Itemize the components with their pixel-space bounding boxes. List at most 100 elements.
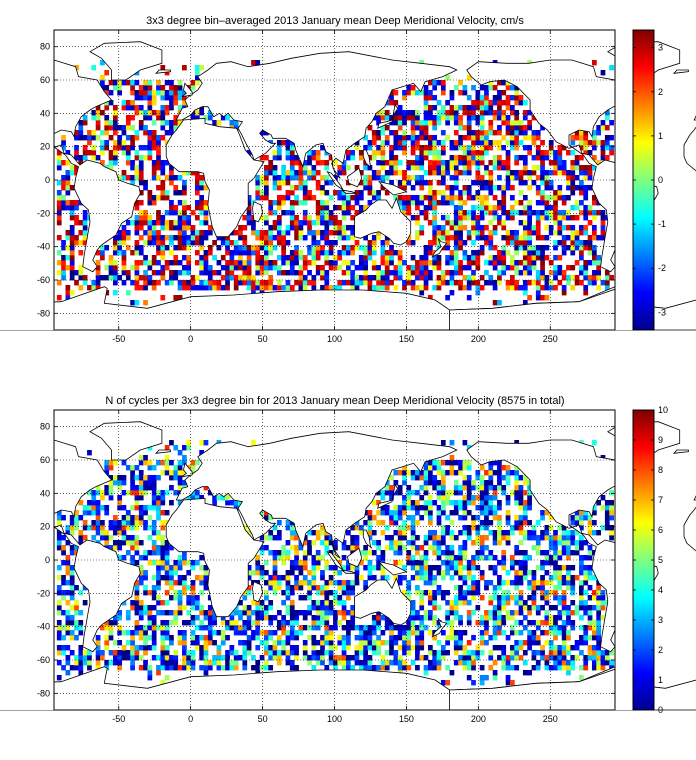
- data-bin: [354, 535, 360, 541]
- data-bin: [281, 620, 286, 626]
- data-bin: [440, 575, 446, 581]
- data-bin: [488, 650, 494, 656]
- data-bin: [497, 140, 502, 146]
- data-bin: [432, 255, 438, 261]
- data-bin: [501, 205, 507, 211]
- data-bin: [298, 625, 304, 631]
- data-bin: [121, 505, 127, 511]
- data-bin: [497, 480, 502, 486]
- data-bin: [553, 285, 558, 291]
- data-bin: [246, 625, 252, 631]
- data-bin: [466, 485, 472, 491]
- data-bin: [160, 110, 166, 116]
- data-bin: [497, 95, 502, 101]
- data-bin: [363, 205, 368, 211]
- data-bin: [225, 260, 230, 266]
- data-bin: [138, 475, 144, 481]
- data-bin: [497, 600, 502, 606]
- data-bin: [440, 225, 446, 231]
- data-bin: [428, 535, 433, 541]
- data-bin: [389, 170, 394, 176]
- data-bin: [462, 580, 468, 586]
- data-bin: [466, 125, 472, 131]
- data-bin: [415, 550, 420, 556]
- data-bin: [169, 125, 174, 131]
- data-bin: [566, 545, 571, 551]
- data-bin: [384, 665, 390, 671]
- data-bin: [121, 150, 127, 156]
- data-bin: [436, 660, 442, 666]
- data-bin: [544, 510, 550, 516]
- data-bin: [436, 585, 442, 591]
- data-bin: [229, 270, 235, 276]
- data-bin: [302, 215, 308, 221]
- data-bin: [397, 120, 403, 126]
- data-bin: [130, 635, 135, 641]
- data-bin: [117, 540, 123, 546]
- data-bin: [531, 170, 537, 176]
- data-bin: [376, 620, 381, 626]
- data-bin: [65, 150, 71, 156]
- data-bin: [125, 115, 131, 121]
- data-bin: [138, 220, 144, 226]
- data-bin: [337, 585, 343, 591]
- data-bin: [501, 200, 507, 206]
- data-bin: [112, 460, 118, 466]
- data-bin: [531, 665, 537, 671]
- data-bin: [358, 635, 364, 641]
- data-bin: [143, 90, 148, 96]
- data-bin: [488, 475, 494, 481]
- data-bin: [436, 165, 442, 171]
- data-bin: [320, 185, 325, 191]
- data-bin: [527, 580, 532, 586]
- data-bin: [121, 480, 127, 486]
- data-bin: [143, 625, 148, 631]
- data-bin: [65, 200, 71, 206]
- data-bin: [535, 625, 541, 631]
- data-bin: [527, 240, 532, 246]
- data-bin: [143, 180, 148, 186]
- data-bin: [272, 575, 278, 581]
- data-bin: [125, 80, 131, 86]
- data-bin: [397, 125, 403, 131]
- land-mass: [377, 104, 399, 130]
- data-bin: [147, 460, 153, 466]
- data-bin: [117, 500, 123, 506]
- data-bin: [311, 170, 317, 176]
- data-bin: [320, 270, 325, 276]
- data-bin: [367, 635, 373, 641]
- data-bin: [164, 665, 170, 671]
- data-bin: [553, 565, 558, 571]
- data-bin: [320, 590, 325, 596]
- data-bin: [415, 650, 420, 656]
- data-bin: [238, 235, 243, 241]
- data-bin: [574, 175, 580, 181]
- data-bin: [294, 255, 299, 261]
- data-bin: [350, 235, 356, 241]
- data-bin: [173, 580, 179, 586]
- data-bin: [471, 565, 476, 571]
- data-bin: [61, 515, 66, 521]
- data-bin: [458, 235, 463, 241]
- data-bin: [56, 565, 62, 571]
- data-bin: [514, 560, 520, 566]
- data-bin: [143, 575, 148, 581]
- data-bin: [466, 535, 472, 541]
- data-bin: [246, 205, 252, 211]
- data-bin: [488, 520, 494, 526]
- data-bin: [527, 170, 532, 176]
- data-bin: [315, 605, 321, 611]
- data-bin: [289, 210, 295, 216]
- data-bin: [264, 235, 269, 241]
- data-bin: [69, 240, 75, 246]
- data-bin: [87, 140, 92, 146]
- data-bin: [566, 605, 571, 611]
- data-bin: [540, 650, 545, 656]
- data-bin: [570, 245, 576, 251]
- data-bin: [281, 175, 286, 181]
- data-bin: [160, 135, 166, 141]
- data-bin: [371, 540, 377, 546]
- data-bin: [61, 240, 66, 246]
- data-bin: [384, 240, 390, 246]
- data-bin: [65, 285, 71, 291]
